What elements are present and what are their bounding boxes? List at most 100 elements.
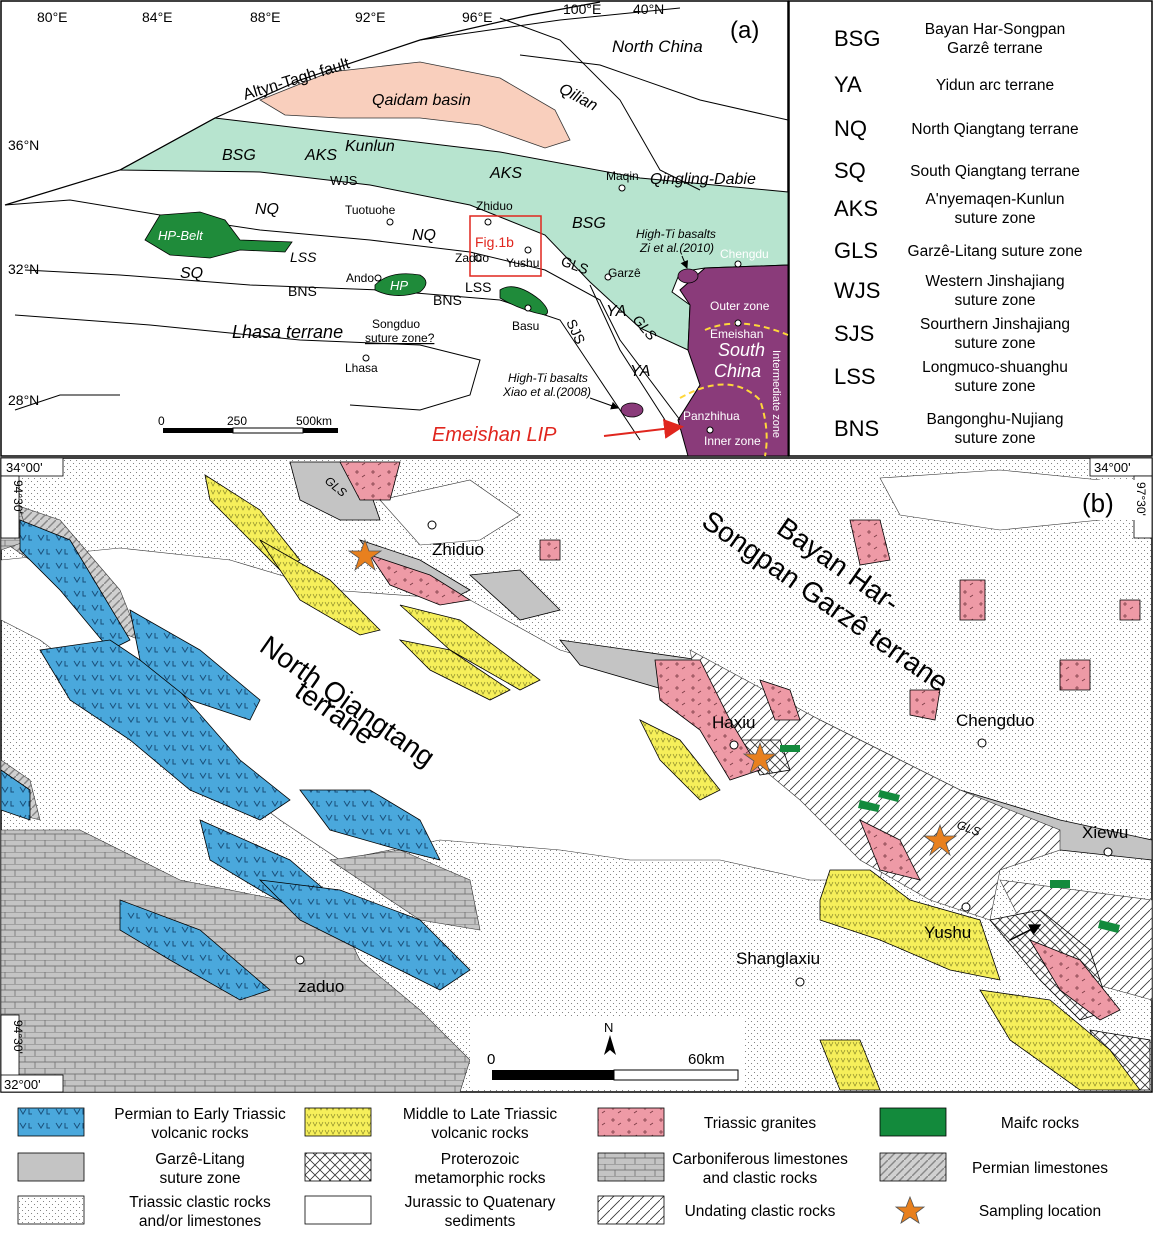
- legend-item-sample: Sampling location: [894, 1195, 1101, 1224]
- panel-b: Zhiduo Haxiu Chengduo Xiewu Yushu Shangl…: [0, 457, 1153, 1093]
- ya-label: YA: [630, 363, 650, 380]
- north-label: N: [604, 1020, 613, 1035]
- legend-item-protero: Proterozoic metamorphic rocks: [304, 1151, 546, 1187]
- place-label: zaduo: [298, 977, 344, 996]
- legend-item-gls: Garzê-Litang suture zone: [17, 1151, 245, 1187]
- legend-label: Middle to Late Triassic: [403, 1106, 557, 1123]
- corner-label: 94°30': [11, 1020, 25, 1054]
- legend-label: volcanic rocks: [431, 1125, 529, 1142]
- qaidam-label: Qaidam basin: [372, 92, 471, 109]
- legend-label: Permian limestones: [972, 1160, 1108, 1177]
- hiti-note: Xiao et al.(2008): [502, 385, 591, 399]
- lat-label: 28°N: [8, 392, 39, 408]
- panel-b-label: (b): [1082, 488, 1114, 518]
- lon-label: 80°E: [37, 9, 68, 25]
- emeishan-lip-label: Emeishan LIP: [432, 424, 557, 446]
- place-label: Basu: [512, 319, 539, 333]
- qingling-label: Qingling-Dabie: [650, 171, 756, 188]
- sq-label: SQ: [180, 265, 203, 282]
- panel-a-label: (a): [730, 17, 759, 44]
- abbr-desc: suture zone: [955, 292, 1036, 309]
- hiti-note: High-Ti basalts: [508, 371, 588, 385]
- place-label: Garzê: [608, 266, 641, 280]
- intermediate-zone-label: Intermediate zone: [770, 350, 782, 438]
- aks-label: AKS: [489, 165, 522, 182]
- hp-body: [374, 273, 427, 296]
- place-label: Panzhihua: [683, 409, 740, 423]
- abbr-code: GLS: [834, 238, 878, 263]
- legend-item-granite: Triassic granites: [597, 1107, 816, 1137]
- scale-label: 60km: [688, 1051, 725, 1068]
- legend-swatch: [879, 1152, 947, 1182]
- corner-label: 97°30': [1134, 482, 1148, 516]
- corner-label: 34°00': [6, 460, 43, 475]
- legend-label: and/or limestones: [139, 1213, 262, 1230]
- hp-belt-label: HP-Belt: [158, 228, 204, 243]
- place-label: Haxiu: [712, 713, 755, 732]
- abbr-code: AKS: [834, 196, 878, 221]
- lon-label: 92°E: [355, 9, 386, 25]
- lat-label: 40°N: [633, 1, 664, 17]
- south-china-label: China: [714, 361, 761, 381]
- legend-label: sediments: [445, 1213, 516, 1230]
- sampling-star: [922, 823, 958, 857]
- bsg-zone: [118, 117, 789, 351]
- svg-text:250: 250: [227, 414, 247, 428]
- ya-label: YA: [606, 303, 626, 320]
- place-label: Zaduo: [455, 251, 489, 265]
- abbr-code: BNS: [834, 416, 879, 441]
- lss-label: LSS: [465, 279, 491, 295]
- abbr-code: YA: [834, 72, 862, 97]
- legend-label: and clastic rocks: [703, 1170, 818, 1187]
- outer-zone-label: Outer zone: [710, 299, 770, 313]
- nq-label: NQ: [255, 201, 279, 218]
- lat-label: 32°N: [8, 261, 39, 277]
- abbr-desc: Garzê terrane: [947, 40, 1043, 57]
- north-arrow-icon: [604, 1035, 616, 1055]
- lon-label: 96°E: [462, 9, 493, 25]
- lon-label: 88°E: [250, 9, 281, 25]
- sampling-star: [742, 741, 778, 775]
- abbr-desc: Bayan Har-Songpan: [925, 21, 1065, 38]
- abbr-code: SQ: [834, 158, 866, 183]
- legend-item-undating: Undating clastic rocks: [597, 1195, 836, 1225]
- lon-label: 84°E: [142, 9, 173, 25]
- legend-swatch: [304, 1195, 372, 1225]
- place-label: Zhiduo: [476, 199, 513, 213]
- legend-label: Garzê-Litang: [155, 1151, 245, 1168]
- legend-label: Sampling location: [979, 1203, 1101, 1220]
- abbr-code: WJS: [834, 278, 880, 303]
- legend-swatch: [304, 1107, 372, 1137]
- legend-label: Permian to Early Triassic: [114, 1106, 286, 1123]
- legend-label: Proterozoic: [441, 1151, 520, 1168]
- svg-text:0: 0: [158, 414, 165, 428]
- place-label: Yushu: [506, 256, 539, 270]
- abbr-code: BSG: [834, 26, 880, 51]
- fig1b-box: [469, 215, 542, 277]
- songduo-label: Songduo: [372, 317, 420, 331]
- place-label: Zhiduo: [432, 540, 484, 559]
- legend-label: metamorphic rocks: [415, 1170, 546, 1187]
- legend-swatch: [304, 1152, 372, 1182]
- qaidam-basin: [259, 61, 571, 149]
- hp-belt: [144, 211, 293, 259]
- abbr-desc: suture zone: [955, 430, 1036, 447]
- legend-item-perm-lime: Permian limestones: [879, 1152, 1108, 1182]
- scale-bar-a: 0 250 500km: [158, 414, 338, 434]
- sampling-star: [347, 538, 383, 572]
- north-china-label: North China: [612, 37, 703, 56]
- legend-item-volc-permian: Permian to Early Triassic volcanic rocks: [17, 1106, 286, 1142]
- hp-label: HP: [390, 278, 408, 293]
- corner-label: 32°00': [4, 1077, 41, 1092]
- wjs-label: WJS: [330, 173, 358, 188]
- star-icon: [894, 1195, 926, 1224]
- abbr-desc: Western Jinshajiang: [925, 273, 1064, 290]
- legend-item-mafic: Maifc rocks: [879, 1107, 1079, 1137]
- legend-item-jurassic: Jurassic to Quatenary sediments: [304, 1194, 556, 1230]
- legend-swatch: [17, 1107, 85, 1137]
- legend-item-carb: Carboniferous limestones and clastic rock…: [597, 1151, 848, 1187]
- place-label: Chengdu: [720, 247, 769, 261]
- bsg-label: BSG: [572, 215, 606, 232]
- hiti-note: High-Ti basalts: [636, 227, 716, 241]
